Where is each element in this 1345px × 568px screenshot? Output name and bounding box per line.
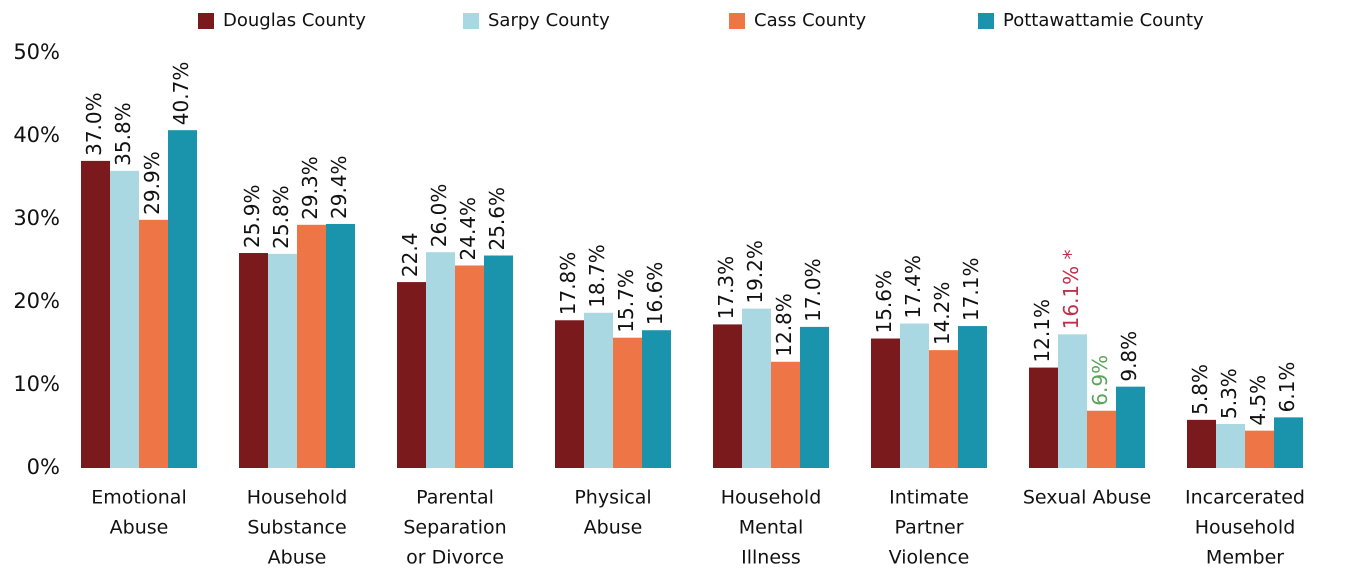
value-label: 4.5%	[1246, 375, 1270, 426]
y-tick-label: 20%	[13, 289, 60, 313]
x-tick-label: or Divorce	[406, 547, 504, 568]
x-tick-label: Member	[1206, 547, 1284, 568]
value-label: 29.4%	[327, 155, 351, 219]
bar	[800, 326, 829, 468]
value-label: 25.8%	[269, 185, 293, 249]
value-label: 24.4%	[456, 197, 480, 261]
y-tick-label: 10%	[13, 372, 60, 396]
bar	[613, 337, 642, 468]
legend-swatch	[463, 13, 479, 29]
value-label: 15.7%	[614, 269, 638, 333]
bar	[326, 223, 355, 468]
legend-label: Cass County	[754, 10, 867, 31]
bar	[1087, 410, 1116, 468]
x-tick-label: Household	[721, 487, 822, 509]
x-tick-label: Partner	[894, 517, 963, 539]
bar	[584, 312, 613, 468]
bar	[268, 253, 297, 468]
value-label: 17.8%	[556, 252, 580, 316]
bar	[81, 160, 110, 468]
bar	[1116, 386, 1145, 468]
bar	[771, 361, 800, 468]
bar	[958, 326, 987, 468]
bar	[426, 252, 455, 468]
bar	[1058, 334, 1087, 468]
x-tick-label: Parental	[416, 487, 494, 509]
x-tick-label: Illness	[741, 547, 801, 568]
value-label: 37.0%	[82, 92, 106, 156]
value-label: 12.8%	[772, 293, 796, 357]
value-label: 16.1% *	[1059, 249, 1083, 329]
y-tick-label: 40%	[13, 123, 60, 147]
bar	[1216, 424, 1245, 468]
bar	[1029, 367, 1058, 468]
value-label: 29.9%	[140, 151, 164, 215]
value-label: 17.1%	[959, 258, 983, 322]
bar	[1187, 419, 1216, 468]
value-label: 6.9%	[1088, 355, 1112, 406]
bar	[642, 330, 671, 468]
value-label: 22.4	[398, 233, 422, 278]
bar	[110, 170, 139, 469]
bar	[871, 338, 900, 468]
legend-swatch	[978, 13, 994, 29]
y-tick-label: 30%	[13, 206, 60, 230]
x-tick-label: Intimate	[889, 487, 969, 509]
bar	[742, 308, 771, 468]
value-label: 16.6%	[643, 262, 667, 326]
x-tick-label: Mental	[739, 517, 804, 539]
bar	[900, 323, 929, 468]
x-tick-label: Violence	[889, 547, 970, 568]
bar	[929, 350, 958, 468]
bar	[713, 324, 742, 468]
bar	[168, 130, 197, 468]
bar	[455, 265, 484, 468]
value-label: 6.1%	[1275, 362, 1299, 413]
value-label: 25.6%	[485, 187, 509, 251]
legend-label: Sarpy County	[488, 10, 610, 31]
x-tick-label: Household	[1195, 517, 1296, 539]
x-tick-label: Abuse	[110, 517, 169, 539]
legend-label: Pottawattamie County	[1003, 10, 1204, 31]
x-tick-label: Separation	[403, 517, 506, 539]
bar	[239, 253, 268, 468]
value-label: 18.7%	[585, 244, 609, 308]
value-label: 5.8%	[1188, 364, 1212, 415]
value-label: 12.1%	[1030, 299, 1054, 363]
value-label: 5.3%	[1217, 368, 1241, 419]
value-label: 29.3%	[298, 156, 322, 220]
x-tick-label: Abuse	[268, 547, 327, 568]
y-tick-label: 50%	[13, 40, 60, 64]
value-label: 19.2%	[743, 240, 767, 304]
value-label: 9.8%	[1117, 331, 1141, 382]
value-label: 15.6%	[872, 270, 896, 334]
bar	[397, 282, 426, 468]
bar	[555, 320, 584, 468]
x-tick-label: Sexual Abuse	[1023, 487, 1151, 509]
y-tick-label: 0%	[27, 455, 60, 479]
legend-swatch	[198, 13, 214, 29]
legend-swatch	[729, 13, 745, 29]
value-label: 26.0%	[427, 184, 451, 248]
bar	[484, 255, 513, 468]
x-tick-label: Physical	[574, 487, 651, 509]
value-label: 40.7%	[169, 62, 193, 126]
bar	[139, 219, 168, 468]
bar	[1274, 417, 1303, 468]
legend-label: Douglas County	[223, 10, 366, 31]
x-tick-label: Abuse	[584, 517, 643, 539]
x-tick-label: Household	[247, 487, 348, 509]
bar	[297, 224, 326, 468]
value-label: 14.2%	[930, 282, 954, 346]
value-label: 35.8%	[111, 102, 135, 166]
x-tick-label: Substance	[247, 517, 346, 539]
value-label: 17.4%	[901, 255, 925, 319]
x-tick-label: Emotional	[91, 487, 186, 509]
value-label: 25.9%	[240, 184, 264, 248]
x-tick-label: Incarcerated	[1185, 487, 1305, 509]
bar	[1245, 430, 1274, 468]
value-label: 17.3%	[714, 256, 738, 320]
value-label: 17.0%	[801, 258, 825, 322]
